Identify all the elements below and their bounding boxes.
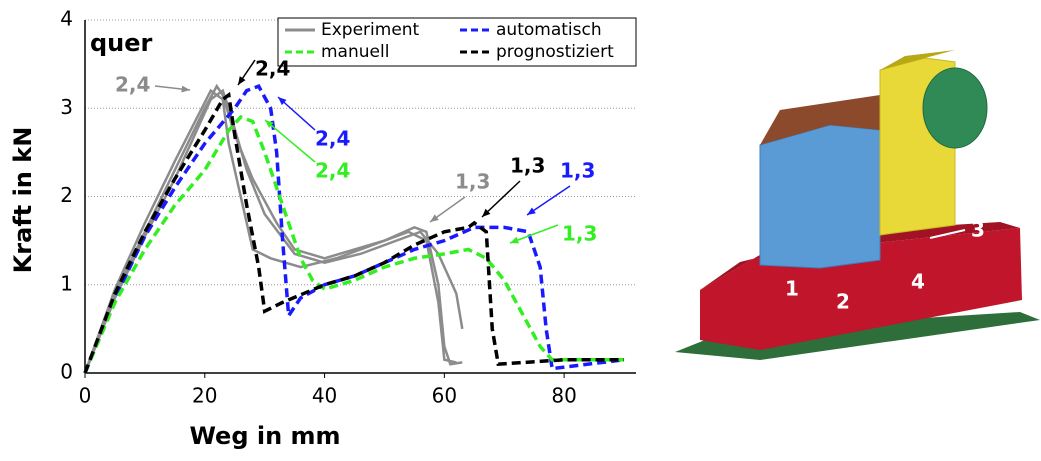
figure: Weg in mm Kraft in kN 01234020406080Expe…: [0, 0, 1041, 457]
legend-label: manuell: [321, 42, 389, 62]
annotation: 2,4: [315, 159, 350, 183]
series-line: [85, 91, 456, 373]
y-tick-label: 4: [60, 7, 73, 31]
x-tick-label: 60: [432, 384, 457, 408]
y-tick-label: 0: [60, 360, 73, 384]
x-tick-label: 20: [192, 384, 217, 408]
part-label: 2: [836, 290, 850, 314]
annotation: 1,3: [560, 159, 595, 183]
arrow-head: [181, 86, 190, 93]
x-tick-label: 40: [312, 384, 337, 408]
x-tick-label: 80: [551, 384, 576, 408]
annotation: 1,3: [562, 222, 597, 246]
annotation-arrow: [265, 120, 315, 162]
part-label: 1: [785, 277, 799, 301]
disc: [923, 68, 987, 148]
legend-label: prognostiziert: [496, 42, 614, 62]
panel-label: quer: [90, 29, 153, 57]
annotation: 2,4: [315, 127, 350, 151]
annotation: 2,4: [115, 73, 150, 97]
annotation: 1,3: [510, 154, 545, 178]
arrow-head: [510, 237, 519, 244]
y-axis-label: Kraft in kN: [9, 127, 37, 274]
y-tick-label: 1: [60, 271, 73, 295]
arrow-head: [527, 207, 536, 215]
x-tick-label: 0: [79, 384, 92, 408]
part-label: 3: [971, 218, 985, 242]
arrow-head: [238, 76, 246, 85]
series-line: [85, 86, 624, 373]
part-label: 4: [911, 270, 925, 294]
y-tick-label: 2: [60, 183, 73, 207]
legend-label: automatisch: [496, 20, 602, 40]
block: [760, 125, 880, 268]
series-line: [85, 95, 624, 373]
arrow-head: [430, 214, 439, 222]
legend-label: Experiment: [321, 20, 420, 40]
x-axis-label: Weg in mm: [189, 422, 340, 450]
mesh-model: [675, 50, 1040, 360]
annotation: 1,3: [455, 170, 490, 194]
annotation: 2,4: [255, 57, 290, 81]
y-tick-label: 3: [60, 95, 73, 119]
